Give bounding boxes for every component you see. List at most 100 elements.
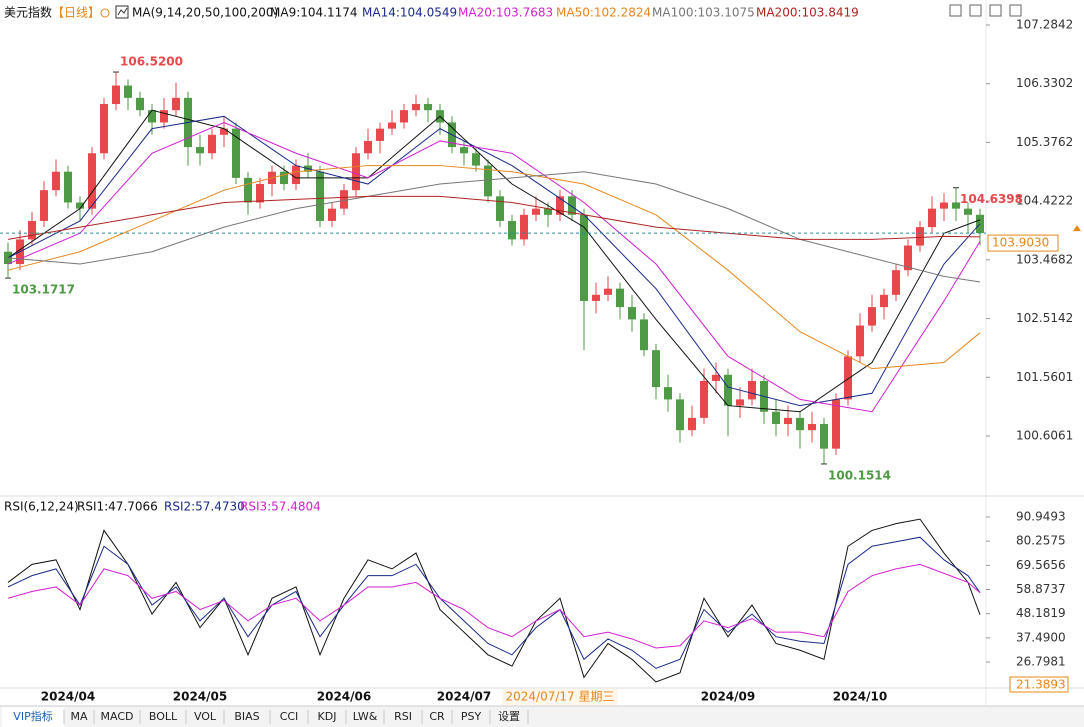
button[interactable] [969,4,982,17]
toolbar-tab[interactable]: VIP指标 [13,709,52,723]
candle-body [76,202,84,209]
toolbar-tab[interactable]: MA [70,710,87,723]
candle-body [688,417,696,431]
y-tick-label: 100.6061 [1016,428,1073,442]
toolbar-tab[interactable]: MACD [101,710,134,723]
candle-body [736,399,744,406]
ma-line [7,115,981,407]
candle-body [100,104,108,154]
candle-body [700,380,708,418]
candle-body [208,134,216,154]
candle-body [472,153,480,166]
candle-body [388,122,396,129]
annotation: 104.6398 [960,192,1023,206]
toolbar-tab[interactable]: BIAS [234,710,259,723]
candle-body [628,307,636,320]
period-icon[interactable] [100,8,110,18]
ma-line [7,109,981,413]
toolbar-tab[interactable]: LW& [353,710,378,723]
candle-body [748,380,756,400]
candle-body [964,208,972,215]
indicator: MA(9,14,20,50,100,200) [132,6,278,20]
candle-body [376,128,384,141]
ma-line [7,171,981,283]
candle-body [640,319,648,351]
y-tick-label: 48.1819 [1016,606,1066,620]
toolbar-tab[interactable]: VOL [194,710,217,723]
candle-body [904,245,912,271]
legend-entry: MA50:102.2824 [556,6,651,20]
candle-body [604,288,612,295]
y-tick-label: 104.4222 [1016,194,1073,208]
y-tick-label: 101.5601 [1016,370,1073,384]
toolbar-tab[interactable]: CCI [280,710,299,723]
toolbar-tab[interactable]: PSY [461,710,482,723]
candle-body [220,128,228,135]
candle-body [868,307,876,326]
candle-body [652,350,660,388]
candle-body [52,171,60,191]
candle-body [712,374,720,381]
candle-body [928,208,936,228]
indicator-icon-line [117,7,128,16]
candle-body [724,374,732,406]
candle-body [232,128,240,178]
candle-body [340,190,348,209]
x-tick-label: 2024/09 [701,690,755,704]
candle-body [568,196,576,215]
x-tick-label: 2024/05 [173,690,227,704]
candle-body [112,85,120,105]
candle-body [832,399,840,449]
legend-entry: MA20:103.7683 [458,6,553,20]
toolbar-tab[interactable]: 设置 [498,710,520,723]
candle-body [820,424,828,449]
button[interactable] [989,4,1002,17]
candle-body [532,208,540,215]
pane-title: RSI(6,12,24) [4,500,79,514]
candle-body [520,214,528,240]
legend-entry: MA9:104.1174 [270,6,358,20]
button[interactable] [1009,4,1022,17]
toolbar-tab[interactable]: BOLL [149,710,178,723]
x-tick-label: 2024/07 [437,690,491,704]
candle-body [592,294,600,301]
legend-entry: MA100:103.1075 [652,6,755,20]
candle-body [292,165,300,185]
candle-body [856,325,864,357]
tab-active-bg [2,707,64,727]
candle-body [160,110,168,123]
y-tick-label: 102.5142 [1016,311,1073,325]
candle-body [508,220,516,240]
candle-body [352,153,360,191]
candle-body [940,202,948,209]
legend-entry: RSI1:47.7066 [77,500,158,514]
x-tick-label: 2024/06 [317,690,371,704]
toolbar-tab[interactable]: CR [429,710,445,723]
y-tick-label: 80.2575 [1016,534,1066,548]
annotation: 100.1514 [828,468,891,482]
candle-body [544,208,552,215]
period[interactable]: 【日线】 [52,6,100,20]
window-buttons [949,4,1022,17]
ma-line [7,121,981,413]
candle-body [172,97,180,111]
candle-body [556,196,564,215]
toolbar-tab[interactable]: RSI [394,710,412,723]
candle-body [772,411,780,425]
legend-entry: MA200:103.8419 [756,6,859,20]
annotation: 106.5200 [120,55,183,69]
y-tick-label: 106.3302 [1016,76,1073,90]
rsi-line [7,518,981,683]
candle-body [484,165,492,197]
indicator-icon[interactable] [115,5,129,19]
y-tick-label: 37.4900 [1016,630,1066,644]
title: 美元指数 [4,5,52,20]
button[interactable] [949,4,962,17]
ma-line [7,195,981,240]
candle-body [952,202,960,209]
candle-body [916,227,924,246]
candle-body [364,140,372,154]
candle-body [124,85,132,98]
candle-body [148,110,156,123]
toolbar-tab[interactable]: KDJ [318,710,337,723]
